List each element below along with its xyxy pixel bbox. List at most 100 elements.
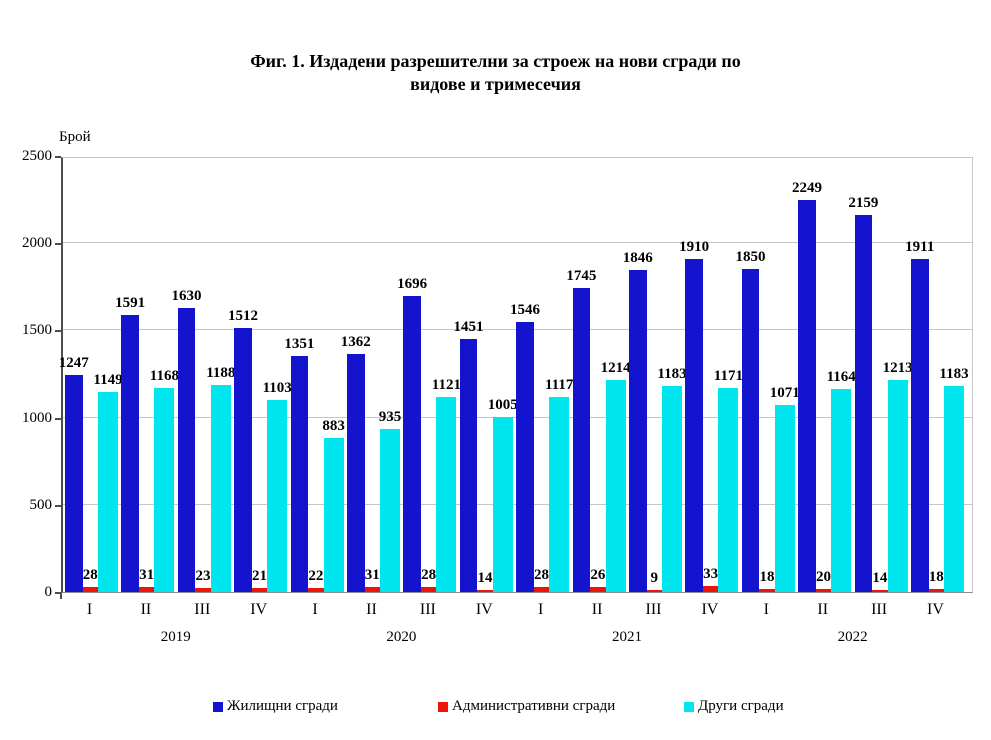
value-label-other-7: 1121 xyxy=(431,376,461,393)
bar-administrative-8 xyxy=(477,589,493,592)
x-tick-label-8: IV xyxy=(475,601,493,618)
bar-residential-13 xyxy=(741,269,760,592)
x-tick-label-14: II xyxy=(817,601,829,618)
value-label-administrative-7: 28 xyxy=(421,567,437,584)
x-tick-label-5: I xyxy=(312,601,318,618)
bar-administrative-12 xyxy=(702,586,719,592)
bar-residential-15 xyxy=(854,215,873,592)
bar-other-8 xyxy=(492,416,513,592)
x-tick-label-9: I xyxy=(538,601,544,618)
x-tick-label-6: II xyxy=(366,601,377,618)
y-tick-mark-2000 xyxy=(55,243,61,246)
bar-other-13 xyxy=(774,405,795,592)
bar-administrative-14 xyxy=(815,588,832,592)
chart-title-line2: видове и тримесечия xyxy=(410,74,581,94)
legend-label-administrative: Административни сгради xyxy=(452,698,616,714)
year-label-2019: 2019 xyxy=(160,629,191,645)
year-label-2022: 2022 xyxy=(837,629,868,645)
chart-title-line1: Фиг. 1. Издадени разрешителни за строеж … xyxy=(250,51,741,71)
value-label-residential-13: 1850 xyxy=(735,249,766,266)
value-label-other-16: 1183 xyxy=(939,365,969,382)
bar-other-2 xyxy=(154,388,175,592)
bar-residential-3 xyxy=(177,307,196,592)
value-label-other-14: 1164 xyxy=(826,369,856,385)
legend-swatch-administrative xyxy=(438,702,448,712)
legend-label-residential: Жилищни сгради xyxy=(227,698,338,714)
value-label-other-1: 1149 xyxy=(93,371,123,388)
value-label-administrative-4: 21 xyxy=(251,568,267,585)
x-tick-label-12: IV xyxy=(701,601,719,618)
value-label-administrative-15: 14 xyxy=(872,569,888,586)
bar-other-11 xyxy=(662,385,682,592)
bar-administrative-16 xyxy=(928,588,944,592)
y-tick-label-1500: 1500 xyxy=(22,322,52,339)
x-tick-label-11: III xyxy=(645,601,662,618)
bar-administrative-13 xyxy=(759,588,775,592)
y-tick-label-1000: 1000 xyxy=(22,409,52,426)
y-tick-label-2500: 2500 xyxy=(22,148,52,164)
x-tick-label-4: IV xyxy=(250,601,268,618)
bar-administrative-9 xyxy=(533,587,550,592)
value-label-other-12: 1171 xyxy=(713,367,743,384)
value-label-residential-11: 1846 xyxy=(622,250,653,267)
gridline-2000 xyxy=(63,242,972,244)
bar-other-4 xyxy=(267,399,288,592)
legend-swatch-other xyxy=(684,702,694,712)
bar-other-3 xyxy=(210,384,231,592)
year-label-2021: 2021 xyxy=(612,629,642,645)
bar-other-10 xyxy=(605,380,626,592)
y-tick-mark-2500 xyxy=(55,156,61,158)
value-label-residential-12: 1910 xyxy=(679,238,710,255)
y-tick-label-500: 500 xyxy=(29,496,53,513)
value-label-other-3: 1188 xyxy=(206,364,236,381)
value-label-administrative-11: 9 xyxy=(650,570,659,587)
value-label-other-13: 1071 xyxy=(769,385,800,402)
value-label-residential-2: 1591 xyxy=(115,294,146,311)
value-label-other-8: 1005 xyxy=(487,396,518,413)
x-tick-label-1: I xyxy=(86,601,93,618)
bar-residential-4 xyxy=(234,328,252,592)
bar-residential-2 xyxy=(121,314,139,592)
y-tick-mark-0 xyxy=(55,592,61,594)
bar-administrative-15 xyxy=(872,589,888,592)
x-tick-label-7: III xyxy=(419,601,436,618)
chart-title: Фиг. 1. Издадени разрешителни за строеж … xyxy=(0,50,991,96)
bar-administrative-1 xyxy=(82,587,98,592)
value-label-residential-10: 1745 xyxy=(566,267,597,284)
legend-swatch-residential xyxy=(213,702,223,712)
bar-residential-16 xyxy=(911,258,929,592)
value-label-administrative-13: 18 xyxy=(759,568,775,585)
value-label-residential-7: 1696 xyxy=(397,276,428,293)
value-label-administrative-14: 20 xyxy=(815,568,831,585)
value-label-other-11: 1183 xyxy=(657,365,687,382)
bar-administrative-2 xyxy=(138,586,155,592)
legend-label-other: Други сгради xyxy=(698,698,784,714)
bar-residential-6 xyxy=(347,354,365,592)
value-label-residential-1: 1247 xyxy=(58,354,89,371)
value-label-residential-9: 1546 xyxy=(509,302,540,319)
value-label-other-4: 1103 xyxy=(262,379,292,396)
y-tick-label-2000: 2000 xyxy=(22,235,52,252)
bar-residential-9 xyxy=(516,322,534,592)
value-label-residential-16: 1911 xyxy=(905,238,935,255)
value-label-administrative-3: 23 xyxy=(195,568,211,584)
bar-other-6 xyxy=(380,428,400,592)
value-label-other-9: 1117 xyxy=(545,377,574,394)
value-label-administrative-1: 28 xyxy=(82,567,98,584)
y-tick-mark-1500 xyxy=(55,330,61,333)
value-label-other-2: 1168 xyxy=(149,368,179,385)
bar-administrative-4 xyxy=(251,588,268,592)
bar-other-16 xyxy=(944,385,964,592)
x-tick-label-3: III xyxy=(194,601,211,618)
bar-residential-5 xyxy=(290,356,309,592)
bar-administrative-10 xyxy=(590,587,606,592)
bar-other-1 xyxy=(98,391,118,592)
value-label-residential-15: 2159 xyxy=(848,195,879,212)
value-label-other-5: 883 xyxy=(322,418,345,435)
value-label-residential-3: 1630 xyxy=(171,287,202,304)
year-label-2020: 2020 xyxy=(386,629,417,645)
value-label-administrative-8: 14 xyxy=(477,569,493,586)
x-tick-label-13: I xyxy=(763,601,769,618)
bar-residential-11 xyxy=(629,270,647,592)
